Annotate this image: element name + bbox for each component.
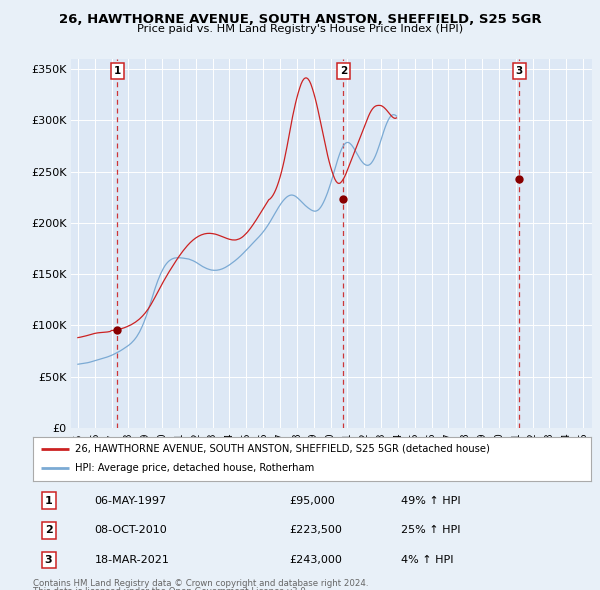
Text: 18-MAR-2021: 18-MAR-2021 (94, 555, 169, 565)
Text: £223,500: £223,500 (290, 526, 343, 535)
Text: 2: 2 (340, 66, 347, 76)
Text: 26, HAWTHORNE AVENUE, SOUTH ANSTON, SHEFFIELD, S25 5GR (detached house): 26, HAWTHORNE AVENUE, SOUTH ANSTON, SHEF… (75, 444, 490, 454)
Text: This data is licensed under the Open Government Licence v3.0.: This data is licensed under the Open Gov… (33, 587, 308, 590)
Text: 4% ↑ HPI: 4% ↑ HPI (401, 555, 454, 565)
Text: 1: 1 (45, 496, 52, 506)
Text: 49% ↑ HPI: 49% ↑ HPI (401, 496, 461, 506)
Text: 26, HAWTHORNE AVENUE, SOUTH ANSTON, SHEFFIELD, S25 5GR: 26, HAWTHORNE AVENUE, SOUTH ANSTON, SHEF… (59, 13, 541, 26)
Text: £243,000: £243,000 (290, 555, 343, 565)
Text: Price paid vs. HM Land Registry's House Price Index (HPI): Price paid vs. HM Land Registry's House … (137, 24, 463, 34)
Text: 3: 3 (45, 555, 52, 565)
Text: Contains HM Land Registry data © Crown copyright and database right 2024.: Contains HM Land Registry data © Crown c… (33, 579, 368, 588)
Text: 1: 1 (114, 66, 121, 76)
Text: £95,000: £95,000 (290, 496, 335, 506)
Text: 08-OCT-2010: 08-OCT-2010 (94, 526, 167, 535)
Text: 3: 3 (516, 66, 523, 76)
Text: 25% ↑ HPI: 25% ↑ HPI (401, 526, 461, 535)
Text: 2: 2 (45, 526, 52, 535)
Text: HPI: Average price, detached house, Rotherham: HPI: Average price, detached house, Roth… (75, 464, 314, 473)
Text: 06-MAY-1997: 06-MAY-1997 (94, 496, 167, 506)
